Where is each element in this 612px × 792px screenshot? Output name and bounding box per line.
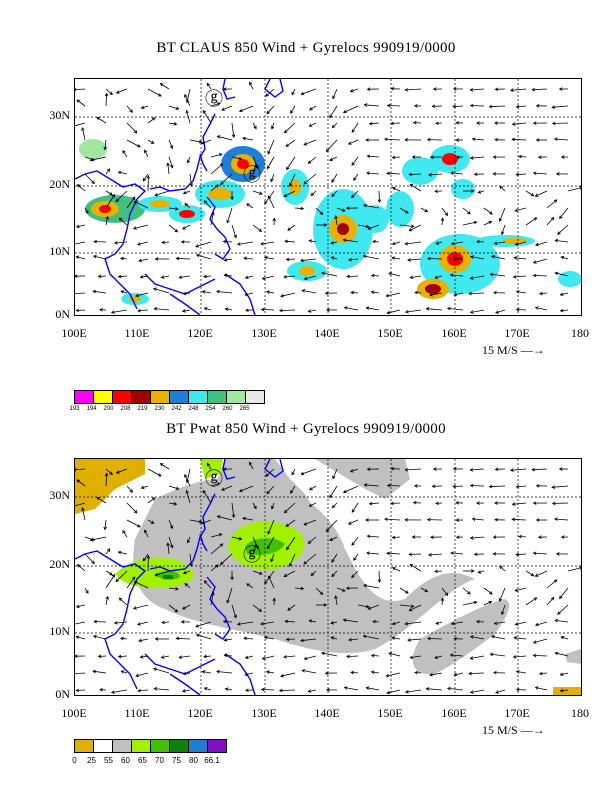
panel-2-ytick-30N: 30N bbox=[49, 488, 70, 502]
panel-1-scale-arrow-icon: ―→ bbox=[520, 343, 545, 357]
panel-1-coastline bbox=[75, 79, 284, 315]
legend-1-value: 200 bbox=[103, 406, 114, 412]
panel-2-coastline bbox=[75, 459, 284, 695]
panel-2-grid bbox=[75, 459, 581, 695]
legend-1-value: 242 bbox=[171, 406, 182, 412]
legend-2-value: 65 bbox=[138, 756, 147, 765]
legend-1-color-4 bbox=[150, 390, 170, 404]
panel-2-xtick-130E: 130E bbox=[251, 706, 277, 720]
panel-1-ytick-20N: 20N bbox=[49, 177, 70, 191]
legend-2-value: 75 bbox=[172, 756, 181, 765]
legend-2-value: 60 bbox=[121, 756, 130, 765]
legend-2-color-6 bbox=[188, 739, 208, 753]
panel-1-legend-labels: 193 194 200 208 219 230 242 248 254 260 265 bbox=[66, 406, 253, 412]
panel-1-xtick-100E: 100E bbox=[61, 326, 87, 340]
legend-2-color-4 bbox=[150, 739, 170, 753]
legend-2-value: 55 bbox=[104, 756, 113, 765]
legend-1-color-1 bbox=[93, 390, 113, 404]
legend-1-color-7 bbox=[207, 390, 227, 404]
panel-1-map: ⓖ ⓖ bbox=[74, 78, 582, 316]
panel-2-ytick-0N: 0N bbox=[55, 687, 70, 701]
panel-2-storm-symbol-1: ⓖ bbox=[205, 469, 223, 489]
panel-2-xtick-170E: 170E bbox=[504, 706, 530, 720]
panel-1-xtick-150E: 150E bbox=[377, 326, 403, 340]
legend-2-color-5 bbox=[169, 739, 189, 753]
panel-2-xtick-140E: 140E bbox=[314, 706, 340, 720]
panel-2-legend bbox=[74, 739, 227, 753]
legend-1-color-9 bbox=[245, 390, 265, 404]
legend-1-value: 260 bbox=[222, 406, 233, 412]
legend-1-color-3 bbox=[131, 390, 151, 404]
panel-1-legend bbox=[74, 390, 265, 404]
legend-1-value: 219 bbox=[137, 406, 148, 412]
panel-2-xtick-110E: 110E bbox=[124, 706, 150, 720]
legend-1-value: 265 bbox=[239, 406, 250, 412]
panel-2-map-svg bbox=[75, 459, 581, 695]
legend-2-value: 80 bbox=[189, 756, 198, 765]
panel-1-scale-label: 15 M/S ―→ bbox=[482, 343, 545, 358]
panel-1-xtick-170E: 170E bbox=[504, 326, 530, 340]
panel-2-xtick-120E: 120E bbox=[187, 706, 213, 720]
legend-1-color-2 bbox=[112, 390, 132, 404]
legend-1-value: 194 bbox=[86, 406, 97, 412]
panel-1-xtick-180: 180 bbox=[571, 326, 589, 340]
legend-2-color-1 bbox=[93, 739, 113, 753]
panel-1-cloud-fields bbox=[79, 139, 581, 305]
panel-2-legend-labels: 0 25 55 60 65 70 75 80 66.1 bbox=[66, 756, 222, 765]
legend-1-value: 230 bbox=[154, 406, 165, 412]
panel-2-xtick-160E: 160E bbox=[441, 706, 467, 720]
legend-2-value: 0 bbox=[72, 756, 77, 765]
panel-1-xtick-120E: 120E bbox=[187, 326, 213, 340]
panel-2-scale-text: 15 M/S bbox=[482, 723, 518, 737]
legend-1-value: 254 bbox=[205, 406, 216, 412]
legend-2-color-7 bbox=[207, 739, 227, 753]
panel-2-xtick-100E: 100E bbox=[61, 706, 87, 720]
panel-2-pwat-fields bbox=[75, 459, 581, 695]
legend-1-color-8 bbox=[226, 390, 246, 404]
legend-1-value: 208 bbox=[120, 406, 131, 412]
legend-1-value: 193 bbox=[69, 406, 80, 412]
panel-1-map-svg bbox=[75, 79, 581, 315]
panel-1-xtick-130E: 130E bbox=[251, 326, 277, 340]
panel-1-wind-vectors bbox=[75, 81, 581, 315]
panel-2-title: BT Pwat 850 Wind + Gyrelocs 990919/0000 bbox=[166, 421, 446, 437]
panel-1-storm-symbol-1: ⓖ bbox=[205, 89, 223, 109]
panel-1-xtick-160E: 160E bbox=[441, 326, 467, 340]
panel-2-xtick-180: 180 bbox=[571, 706, 589, 720]
panel-2-ytick-10N: 10N bbox=[49, 624, 70, 638]
legend-1-color-5 bbox=[169, 390, 189, 404]
panel-1-ytick-0N: 0N bbox=[55, 307, 70, 321]
panel-1-ytick-30N: 30N bbox=[49, 108, 70, 122]
panel-2-map: ⓖ ⓖ bbox=[74, 458, 582, 696]
panel-1-ytick-10N: 10N bbox=[49, 244, 70, 258]
panel-1-xtick-110E: 110E bbox=[124, 326, 150, 340]
legend-2-color-3 bbox=[131, 739, 151, 753]
panel-2-xtick-150E: 150E bbox=[377, 706, 403, 720]
panel-2-storm-symbol-2: ⓖ bbox=[243, 545, 261, 565]
legend-2-color-0 bbox=[74, 739, 94, 753]
panel-1-xtick-140E: 140E bbox=[314, 326, 340, 340]
legend-2-value: 66.1 bbox=[204, 756, 220, 765]
panel-2-ytick-20N: 20N bbox=[49, 557, 70, 571]
panel-1-title: BT CLAUS 850 Wind + Gyrelocs 990919/0000 bbox=[156, 40, 456, 56]
legend-2-color-2 bbox=[112, 739, 132, 753]
panel-1-scale-text: 15 M/S bbox=[482, 343, 518, 357]
panel-2-scale-arrow-icon: ―→ bbox=[520, 723, 545, 737]
legend-2-value: 70 bbox=[155, 756, 164, 765]
panel-2-wind-vectors bbox=[75, 461, 581, 695]
legend-2-value: 25 bbox=[87, 756, 96, 765]
panel-2-scale-label: 15 M/S ―→ bbox=[482, 723, 545, 738]
legend-1-color-0 bbox=[74, 390, 94, 404]
panel-1-storm-symbol-2: ⓖ bbox=[243, 165, 261, 185]
legend-1-color-6 bbox=[188, 390, 208, 404]
legend-1-value: 248 bbox=[188, 406, 199, 412]
